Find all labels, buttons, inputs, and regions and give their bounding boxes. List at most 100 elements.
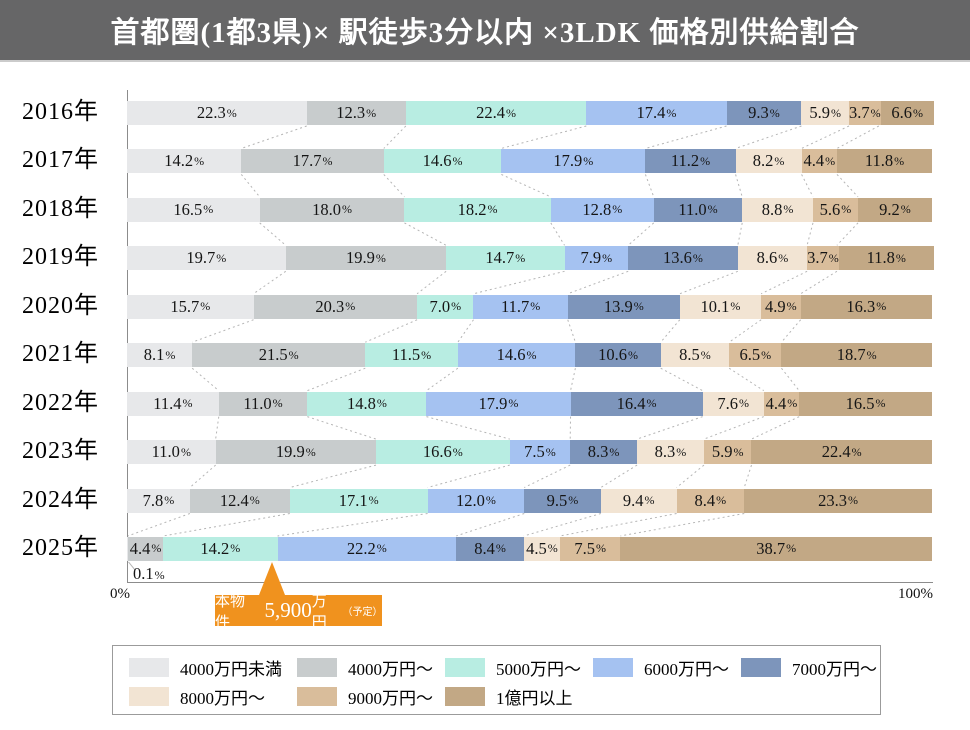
percent-sign: % — [495, 541, 506, 556]
percent-sign: % — [895, 250, 906, 265]
percent-label: 16.3 — [846, 296, 876, 316]
bar-row-2020: 15.7% 20.3% 7.0% 11.7% 13.9% 10.1% 4.9% 16.3% — [127, 294, 932, 319]
bar-segment: 7.9% — [564, 246, 629, 271]
percent-label: 4.4 — [803, 151, 825, 171]
percent-label: 7.9 — [580, 248, 602, 268]
percent-label: 14.2 — [200, 538, 230, 558]
callout-price: 5,900 — [264, 598, 312, 622]
percent-sign: % — [730, 299, 741, 314]
connector-line — [457, 319, 474, 343]
percent-sign: % — [305, 444, 316, 459]
bar-segment: 16.4% — [570, 391, 703, 416]
legend-item: 4000万円～ — [297, 657, 445, 679]
percent-label: 14.2 — [164, 151, 194, 171]
percent-label: 4.5 — [526, 538, 547, 558]
bar-row-2019: 19.7% 19.9% 14.7% 7.9% 13.6% 8.6% 3.7% 11.8% — [127, 246, 934, 271]
year-label-2025: 2025年 — [22, 534, 99, 561]
percent-label: 11.0 — [678, 199, 707, 219]
year-label-2024: 2024年 — [22, 486, 99, 513]
connector-line — [703, 416, 764, 440]
bar-segment: 3.7% — [807, 246, 839, 271]
percent-label: 9.5 — [546, 490, 568, 510]
bar-row-2016: 22.3% 12.3% 22.4% 17.4% 9.3% 5.9% 3.7% 6.6% — [127, 101, 934, 125]
bar-segment: 14.7% — [446, 246, 565, 271]
bar-segment: 23.3% — [744, 488, 932, 513]
legend-item: 7000万円～ — [741, 657, 880, 679]
bar-segment: 11.8% — [836, 149, 932, 174]
percent-label: 22.3 — [196, 103, 226, 122]
percent-sign: % — [894, 153, 905, 168]
percent-label: 4.4 — [129, 538, 151, 558]
connector-line — [192, 319, 254, 343]
connector-line — [307, 367, 366, 392]
connector-line — [801, 125, 850, 149]
bar-segment: 16.6% — [375, 440, 510, 465]
bar-segment: 8.6% — [737, 246, 808, 271]
percent-sign: % — [288, 347, 299, 362]
percent-label: 17.9 — [553, 151, 583, 171]
bar-segment: 10.6% — [575, 343, 661, 368]
percent-label: 19.9 — [275, 442, 305, 462]
chart-area: 0% 100% 2016年 22.3% 12.3% 22.4% 17.4% 9.3% 5.9… — [0, 80, 970, 631]
connector-line — [728, 367, 765, 392]
percent-sign: % — [646, 396, 657, 411]
connector-line — [760, 270, 808, 295]
bar-row-2021: 8.1% 21.5% 11.5% 14.6% 10.6% 8.5% 6.5% 18.7% — [127, 343, 932, 368]
connector-line — [679, 270, 738, 295]
connector-line — [836, 174, 859, 198]
percent-label: 14.6 — [496, 345, 526, 365]
bar-segment: 11.0% — [653, 197, 743, 222]
bar-segment: 7.8% — [127, 488, 190, 513]
percent-sign: % — [322, 153, 333, 168]
legend-swatch — [593, 657, 633, 677]
percent-sign: % — [200, 299, 211, 314]
bar-segment: 3.7% — [848, 101, 881, 125]
legend-item: 6000万円～ — [593, 657, 741, 679]
bar-segment: 17.4% — [586, 101, 727, 125]
percent-sign: % — [249, 493, 260, 508]
legend-label: 8000万円～ — [180, 688, 265, 708]
bar-segment: 16.5% — [799, 391, 932, 416]
bar-segment: 8.3% — [637, 440, 704, 465]
bar-segment: 18.0% — [259, 197, 405, 222]
bar-segment: 8.2% — [735, 149, 802, 174]
bar-segment: 8.1% — [127, 343, 193, 368]
percent-label: 8.4 — [474, 538, 495, 558]
percent-sign: % — [547, 541, 558, 556]
legend-swatch — [445, 686, 485, 706]
percent-sign: % — [738, 396, 749, 411]
connector-line — [523, 513, 601, 537]
legend-item: 1億円以上 — [445, 686, 593, 708]
percent-sign: % — [876, 299, 887, 314]
percent-sign: % — [627, 347, 638, 362]
percent-label: 8.2 — [752, 151, 774, 171]
legend-label: 4000万円未満 — [180, 659, 282, 679]
bar-segment: 4.4% — [127, 536, 164, 561]
percent-sign: % — [841, 202, 852, 217]
bar-segment: 18.2% — [404, 197, 551, 222]
connector-line — [427, 464, 510, 489]
connector-line — [600, 464, 638, 488]
connector-line — [383, 125, 407, 149]
percent-sign: % — [345, 299, 356, 314]
connector-line — [801, 174, 814, 198]
percent-sign: % — [612, 202, 623, 217]
bar-segment: 6.6% — [880, 101, 934, 125]
percent-sign: % — [451, 299, 462, 314]
percent-sign: % — [194, 153, 205, 168]
percent-sign: % — [870, 105, 881, 120]
bar-segment: 14.6% — [457, 343, 576, 368]
percent-label: 17.9 — [478, 393, 508, 413]
bar-segment: 20.3% — [253, 294, 418, 319]
connector-line — [743, 464, 752, 488]
connector-line — [737, 222, 743, 246]
connector-line — [191, 367, 220, 392]
connector-line — [567, 270, 629, 295]
bar-segment: 11.5% — [365, 343, 458, 368]
connector-line — [128, 561, 136, 571]
bar-row-2025: 4.4% 14.2% 22.2% 8.4% 4.5% 7.5% 38.7% — [127, 536, 932, 561]
bar-segment: 7.0% — [417, 294, 474, 319]
bar-row-2024: 7.8% 12.4% 17.1% 12.0% 9.5% 9.4% 8.4% 23.3% — [127, 488, 932, 513]
percent-sign: % — [692, 250, 703, 265]
percent-label: 3.7 — [848, 103, 870, 122]
